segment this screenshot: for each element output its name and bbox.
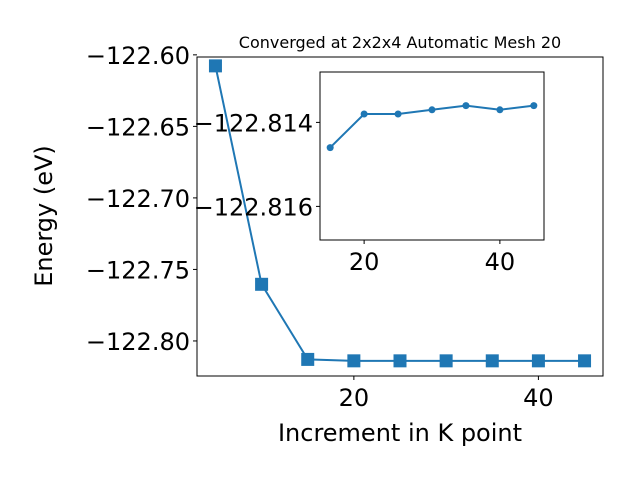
inset-ticks: 20 40 −122.816 −122.814: [194, 109, 516, 276]
main-data-point: [255, 277, 269, 291]
main-y-tick-label: −122.80: [86, 328, 190, 356]
main-y-tick-label: −122.75: [86, 256, 190, 284]
main-x-tick-label: 20: [339, 384, 370, 412]
inset-background: [320, 72, 544, 240]
chart-title: Converged at 2x2x4 Automatic Mesh 20: [239, 33, 561, 52]
main-data-point: [393, 354, 407, 368]
inset-x-tick-label: 40: [485, 248, 516, 276]
main-y-tick-label: −122.70: [86, 185, 190, 213]
inset-y-tick-label: −122.814: [194, 109, 313, 137]
main-data-point: [485, 354, 499, 368]
main-y-tick-label: −122.60: [86, 42, 190, 70]
inset-data-point: [326, 144, 334, 152]
inset-x-tick-label: 20: [349, 248, 380, 276]
x-axis-label: Increment in K point: [278, 419, 522, 447]
inset-plot-frame: [319, 71, 545, 241]
inset-series: [326, 102, 538, 152]
inset-y-tick-label: −122.816: [194, 193, 313, 221]
inset-data-point: [360, 110, 368, 118]
main-plot-frame: [196, 56, 604, 377]
inset-data-point: [530, 102, 538, 110]
inset-data-point: [496, 106, 504, 114]
inset-data-point: [394, 110, 402, 118]
main-data-point: [301, 352, 315, 366]
main-data-point: [578, 354, 592, 368]
main-x-tick-label: 40: [523, 384, 554, 412]
inset-data-point: [428, 106, 436, 114]
main-y-tick-label: −122.65: [86, 113, 190, 141]
main-data-point: [208, 59, 222, 73]
main-data-point: [347, 354, 361, 368]
main-ticks: 20 40 −122.60 −122.65 −122.70 −122.75 −122.80: [86, 42, 554, 412]
main-series: [208, 59, 592, 368]
y-axis-label: Energy (eV): [30, 145, 58, 287]
main-data-point: [531, 354, 545, 368]
main-data-point: [439, 354, 453, 368]
inset-data-point: [462, 102, 470, 110]
